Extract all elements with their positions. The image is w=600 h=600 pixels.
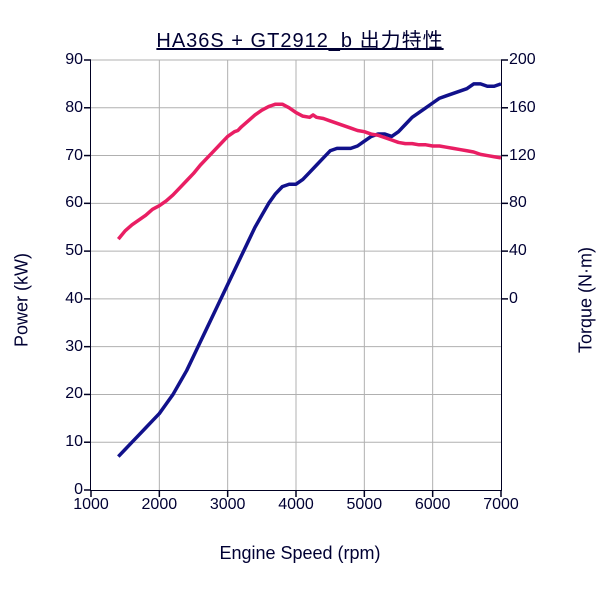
y1-tick-label: 70 [65, 147, 83, 165]
chart-title: HA36S + GT2912_b 出力特性 [156, 24, 443, 53]
plot-svg [91, 60, 501, 490]
y1-tick-label: 80 [65, 99, 83, 117]
y1-axis-title: Power (kW) [12, 253, 33, 347]
y2-tick-label: 160 [509, 99, 536, 117]
y1-tick-label: 60 [65, 194, 83, 212]
plot-area: 1000200030004000500060007000010203040506… [90, 60, 502, 491]
y2-tick-label: 80 [509, 194, 527, 212]
x-tick-label: 5000 [347, 496, 383, 514]
y2-axis-title: Torque (N·m) [576, 247, 597, 353]
x-tick-label: 3000 [210, 496, 246, 514]
x-tick-label: 6000 [415, 496, 451, 514]
y1-tick-label: 10 [65, 433, 83, 451]
y2-tick-label: 200 [509, 51, 536, 69]
x-tick-label: 2000 [142, 496, 178, 514]
y1-tick-label: 90 [65, 51, 83, 69]
y2-tick-label: 0 [509, 290, 518, 308]
y2-tick-label: 40 [509, 242, 527, 260]
x-tick-label: 7000 [483, 496, 519, 514]
x-tick-label: 4000 [278, 496, 314, 514]
y1-tick-label: 20 [65, 385, 83, 403]
y1-tick-label: 50 [65, 242, 83, 260]
dyno-chart: HA36S + GT2912_b 出力特性 100020003000400050… [0, 0, 600, 600]
y1-tick-label: 40 [65, 290, 83, 308]
y1-tick-label: 30 [65, 338, 83, 356]
y2-tick-label: 120 [509, 147, 536, 165]
x-axis-title: Engine Speed (rpm) [219, 543, 380, 564]
y1-tick-label: 0 [74, 481, 83, 499]
series-power [118, 84, 501, 457]
